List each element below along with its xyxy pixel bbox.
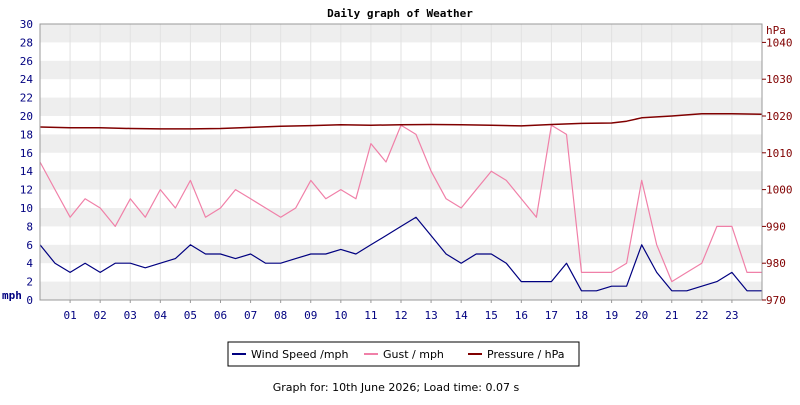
x-tick-label: 06 xyxy=(214,309,227,322)
right-tick-label: 1010 xyxy=(766,147,793,160)
x-tick-label: 09 xyxy=(304,309,317,322)
x-tick-label: 04 xyxy=(154,309,168,322)
x-tick-label: 16 xyxy=(515,309,528,322)
right-tick-label: 980 xyxy=(766,257,786,270)
left-axis-unit: mph xyxy=(2,289,22,302)
x-tick-label: 07 xyxy=(244,309,257,322)
right-tick-label: 1020 xyxy=(766,110,793,123)
right-axis: 970 980 990 1000 1010 1020 1030 1040 xyxy=(762,36,793,307)
left-tick-label: 20 xyxy=(20,110,33,123)
legend: Wind Speed /mph Gust / mph Pressure / hPa xyxy=(227,341,580,367)
left-tick-label: 0 xyxy=(26,294,33,307)
left-tick-label: 8 xyxy=(26,220,33,233)
left-tick-label: 22 xyxy=(20,92,33,105)
x-tick-label: 19 xyxy=(605,309,618,322)
x-tick-label: 08 xyxy=(274,309,287,322)
x-tick-label: 23 xyxy=(725,309,738,322)
right-tick-label: 1030 xyxy=(766,73,793,86)
legend-label: Pressure / hPa xyxy=(487,348,565,361)
series-line-pressure xyxy=(39,113,763,130)
legend-label: Gust / mph xyxy=(383,348,444,361)
left-tick-label: 10 xyxy=(20,202,33,215)
legend-label: Wind Speed /mph xyxy=(251,348,349,361)
x-tick-label: 11 xyxy=(364,309,377,322)
x-tick-label: 22 xyxy=(695,309,708,322)
x-tick-label: 02 xyxy=(94,309,107,322)
left-tick-label: 16 xyxy=(20,147,33,160)
x-tick-label: 21 xyxy=(665,309,678,322)
x-tick-label: 10 xyxy=(334,309,347,322)
legend-box xyxy=(227,341,580,367)
right-tick-label: 970 xyxy=(766,294,786,307)
x-tick-label: 18 xyxy=(575,309,588,322)
right-tick-label: 990 xyxy=(766,220,786,233)
x-tick-label: 20 xyxy=(635,309,648,322)
left-tick-label: 6 xyxy=(26,239,33,252)
series-layer xyxy=(39,113,763,292)
x-tick-label: 17 xyxy=(545,309,558,322)
x-tick-label: 01 xyxy=(63,309,76,322)
left-tick-label: 30 xyxy=(20,18,33,31)
x-tick-label: 12 xyxy=(394,309,407,322)
left-tick-label: 4 xyxy=(26,257,33,270)
left-tick-label: 12 xyxy=(20,184,33,197)
left-tick-label: 2 xyxy=(26,276,33,289)
x-tick-label: 03 xyxy=(124,309,137,322)
right-axis-unit: hPa xyxy=(766,24,786,37)
legend-items: Wind Speed /mph Gust / mph Pressure / hPa xyxy=(232,348,565,361)
x-tick-label: 13 xyxy=(424,309,437,322)
left-tick-label: 18 xyxy=(20,128,33,141)
x-tick-label: 05 xyxy=(184,309,197,322)
chart-title: Daily graph of Weather xyxy=(327,7,473,20)
left-tick-label: 26 xyxy=(20,55,33,68)
x-tick-label: 15 xyxy=(485,309,498,322)
x-tick-label: 14 xyxy=(455,309,469,322)
right-tick-label: 1000 xyxy=(766,184,793,197)
left-tick-label: 28 xyxy=(20,36,33,49)
left-tick-label: 24 xyxy=(20,73,34,86)
right-tick-label: 1040 xyxy=(766,36,793,49)
series-line-wind xyxy=(39,216,762,292)
x-axis: 01 02 03 04 05 06 07 08 09 10 11 12 13 14 15 16 17 18 19 20… xyxy=(63,300,739,322)
grid-lines xyxy=(69,24,733,300)
footer-text: Graph for: 10th June 2026; Load time: 0.… xyxy=(273,381,520,394)
left-tick-label: 14 xyxy=(20,165,34,178)
